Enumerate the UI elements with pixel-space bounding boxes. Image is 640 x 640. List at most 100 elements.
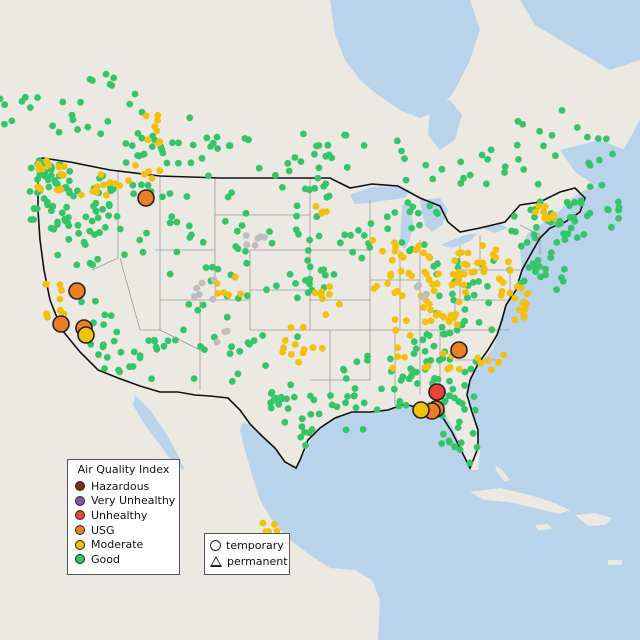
monitor-dot[interactable] bbox=[262, 362, 269, 369]
monitor-dot[interactable] bbox=[209, 295, 217, 303]
monitor-dot[interactable] bbox=[54, 251, 62, 259]
monitor-dot[interactable] bbox=[104, 118, 112, 125]
monitor-dot[interactable] bbox=[475, 278, 482, 285]
monitor-dot[interactable] bbox=[304, 257, 311, 264]
monitor-dot[interactable] bbox=[426, 202, 434, 210]
monitor-dot[interactable] bbox=[420, 304, 427, 311]
monitor-dot[interactable] bbox=[101, 311, 109, 319]
monitor-dot[interactable] bbox=[351, 385, 359, 392]
monitor-dot[interactable] bbox=[153, 127, 161, 135]
monitor-dot[interactable] bbox=[406, 332, 414, 339]
monitor-dot[interactable] bbox=[92, 297, 99, 305]
monitor-dot[interactable] bbox=[295, 358, 303, 366]
monitor-dot[interactable] bbox=[389, 364, 397, 372]
monitor-dot[interactable] bbox=[550, 211, 557, 219]
monitor-dot[interactable] bbox=[273, 282, 280, 290]
monitor-dot[interactable] bbox=[328, 154, 336, 162]
monitor-dot[interactable] bbox=[287, 381, 295, 389]
monitor-dot[interactable] bbox=[458, 400, 466, 407]
monitor-dot[interactable] bbox=[281, 418, 289, 426]
monitor-dot[interactable] bbox=[113, 328, 121, 336]
monitor-dot[interactable] bbox=[446, 364, 454, 371]
monitor-dot[interactable] bbox=[423, 290, 430, 298]
monitor-dot[interactable] bbox=[461, 382, 468, 389]
monitor-dot[interactable] bbox=[148, 174, 156, 182]
monitor-dot[interactable] bbox=[485, 299, 493, 307]
monitor-dot[interactable] bbox=[559, 277, 567, 285]
monitor-dot[interactable] bbox=[508, 227, 515, 235]
monitor-dot[interactable] bbox=[295, 230, 302, 238]
monitor-dot[interactable] bbox=[297, 433, 305, 441]
monitor-dot[interactable] bbox=[350, 392, 358, 400]
monitor-dot[interactable] bbox=[81, 241, 89, 249]
monitor-dot[interactable] bbox=[159, 193, 166, 201]
monitor-dot[interactable] bbox=[214, 290, 222, 297]
monitor-dot[interactable] bbox=[150, 336, 158, 344]
monitor-dot[interactable] bbox=[199, 238, 207, 246]
monitor-dot[interactable] bbox=[307, 392, 314, 400]
monitor-dot[interactable] bbox=[284, 405, 292, 412]
monitor-dot[interactable] bbox=[92, 207, 100, 215]
monitor-dot[interactable] bbox=[301, 185, 309, 193]
monitor-dot[interactable] bbox=[398, 292, 406, 300]
monitor-dot[interactable] bbox=[94, 214, 102, 222]
monitor-dot[interactable] bbox=[65, 177, 73, 185]
monitor-dot[interactable] bbox=[154, 111, 162, 119]
monitor-dot[interactable] bbox=[285, 167, 293, 175]
monitor-dot[interactable] bbox=[320, 183, 328, 190]
monitor-dot[interactable] bbox=[180, 326, 187, 334]
monitor-dot[interactable] bbox=[318, 209, 325, 217]
monitor-dot[interactable] bbox=[387, 355, 394, 363]
monitor-dot[interactable] bbox=[173, 218, 181, 226]
monitor-dot[interactable] bbox=[570, 213, 577, 221]
monitor-dot[interactable] bbox=[291, 154, 299, 161]
monitor-dot[interactable] bbox=[594, 135, 602, 142]
monitor-dot[interactable] bbox=[435, 270, 442, 278]
monitor-dot[interactable] bbox=[450, 296, 458, 304]
monitor-dot[interactable] bbox=[297, 158, 305, 166]
monitor-dot[interactable] bbox=[542, 265, 549, 273]
monitor-dot[interactable] bbox=[63, 203, 70, 211]
monitor-dot[interactable] bbox=[37, 185, 44, 193]
monitor-dot[interactable] bbox=[55, 128, 63, 136]
monitor-dot[interactable] bbox=[521, 305, 529, 313]
monitor-dot[interactable] bbox=[492, 254, 500, 261]
monitor-dot[interactable] bbox=[484, 283, 491, 290]
monitor-dot[interactable] bbox=[456, 446, 464, 453]
monitor-dot[interactable] bbox=[460, 281, 468, 289]
monitor-dot[interactable] bbox=[577, 197, 585, 205]
monitor-dot[interactable] bbox=[500, 351, 508, 359]
monitor-dot[interactable] bbox=[614, 198, 622, 206]
monitor-dot[interactable] bbox=[431, 375, 438, 382]
monitor-dot[interactable] bbox=[68, 111, 76, 119]
monitor-dot[interactable] bbox=[596, 156, 603, 164]
monitor-dot[interactable] bbox=[440, 350, 447, 357]
monitor-dot[interactable] bbox=[336, 300, 343, 308]
monitor-dot[interactable] bbox=[393, 137, 401, 145]
monitor-dot[interactable] bbox=[384, 280, 392, 287]
monitor-dot[interactable] bbox=[511, 294, 519, 302]
monitor-dot[interactable] bbox=[243, 292, 251, 300]
monitor-dot[interactable] bbox=[242, 209, 250, 217]
monitor-dot[interactable] bbox=[266, 228, 273, 236]
highlighted-monitor-usg[interactable] bbox=[68, 282, 86, 300]
monitor-dot[interactable] bbox=[347, 231, 355, 239]
monitor-dot[interactable] bbox=[35, 166, 43, 173]
monitor-dot[interactable] bbox=[136, 352, 144, 360]
monitor-dot[interactable] bbox=[451, 443, 458, 451]
monitor-dot[interactable] bbox=[166, 219, 174, 227]
monitor-dot[interactable] bbox=[313, 213, 321, 221]
monitor-dot[interactable] bbox=[423, 331, 431, 338]
monitor-dot[interactable] bbox=[44, 176, 52, 184]
monitor-dot[interactable] bbox=[342, 399, 349, 407]
monitor-dot[interactable] bbox=[513, 141, 521, 149]
monitor-dot[interactable] bbox=[340, 366, 348, 374]
monitor-dot[interactable] bbox=[283, 395, 290, 403]
monitor-dot[interactable] bbox=[86, 227, 94, 235]
monitor-dot[interactable] bbox=[145, 168, 153, 175]
monitor-dot[interactable] bbox=[547, 249, 555, 257]
monitor-dot[interactable] bbox=[406, 247, 413, 255]
monitor-dot[interactable] bbox=[327, 392, 334, 399]
monitor-dot[interactable] bbox=[370, 285, 378, 292]
